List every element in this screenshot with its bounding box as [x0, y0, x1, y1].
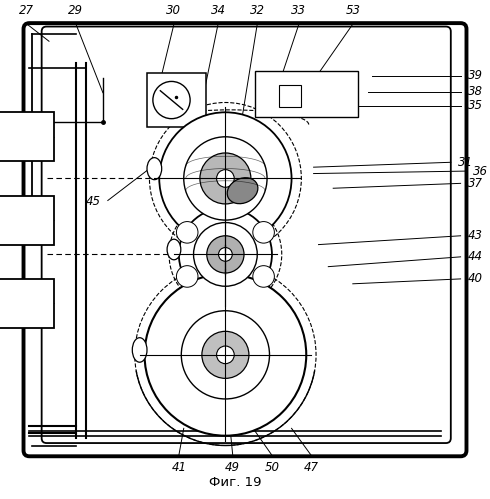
Bar	[255, 71, 358, 117]
Text: 34: 34	[211, 4, 225, 17]
Text: 27: 27	[20, 4, 34, 17]
Text: 33: 33	[292, 4, 306, 17]
Text: 50: 50	[265, 461, 279, 474]
Circle shape	[202, 331, 249, 378]
Text: 41: 41	[172, 461, 186, 474]
Circle shape	[179, 208, 272, 301]
Text: Фиг. 19: Фиг. 19	[209, 476, 262, 489]
Circle shape	[153, 81, 190, 119]
Text: 45: 45	[85, 196, 100, 209]
Text: 39: 39	[468, 69, 483, 82]
Circle shape	[194, 223, 257, 286]
Circle shape	[176, 222, 198, 243]
Ellipse shape	[147, 158, 162, 180]
Circle shape	[176, 265, 198, 287]
Text: 29: 29	[69, 4, 83, 17]
Text: 35: 35	[468, 99, 483, 112]
Text: 36: 36	[473, 165, 488, 178]
Text: 47: 47	[304, 461, 318, 474]
Bar	[0, 279, 54, 328]
Circle shape	[184, 137, 267, 220]
Circle shape	[145, 274, 306, 436]
Circle shape	[181, 311, 270, 399]
Bar	[0, 196, 54, 245]
Circle shape	[219, 248, 232, 261]
Text: 44: 44	[468, 250, 483, 263]
Circle shape	[207, 236, 244, 273]
Text: 49: 49	[225, 461, 240, 474]
Text: 40: 40	[468, 272, 483, 285]
Ellipse shape	[132, 338, 147, 362]
Ellipse shape	[227, 178, 258, 204]
Circle shape	[159, 112, 292, 245]
Circle shape	[253, 265, 274, 287]
Bar	[279, 85, 301, 107]
Circle shape	[217, 346, 234, 364]
Text: 30: 30	[167, 4, 181, 17]
Bar	[0, 112, 54, 161]
Text: 32: 32	[250, 4, 265, 17]
Text: 53: 53	[345, 4, 360, 17]
Ellipse shape	[167, 239, 181, 260]
Bar	[147, 73, 206, 127]
Circle shape	[217, 170, 234, 187]
Text: 31: 31	[458, 156, 473, 169]
Circle shape	[200, 153, 251, 204]
Text: 43: 43	[468, 229, 483, 243]
Text: 37: 37	[468, 177, 483, 190]
Circle shape	[253, 222, 274, 243]
Text: 38: 38	[468, 85, 483, 98]
